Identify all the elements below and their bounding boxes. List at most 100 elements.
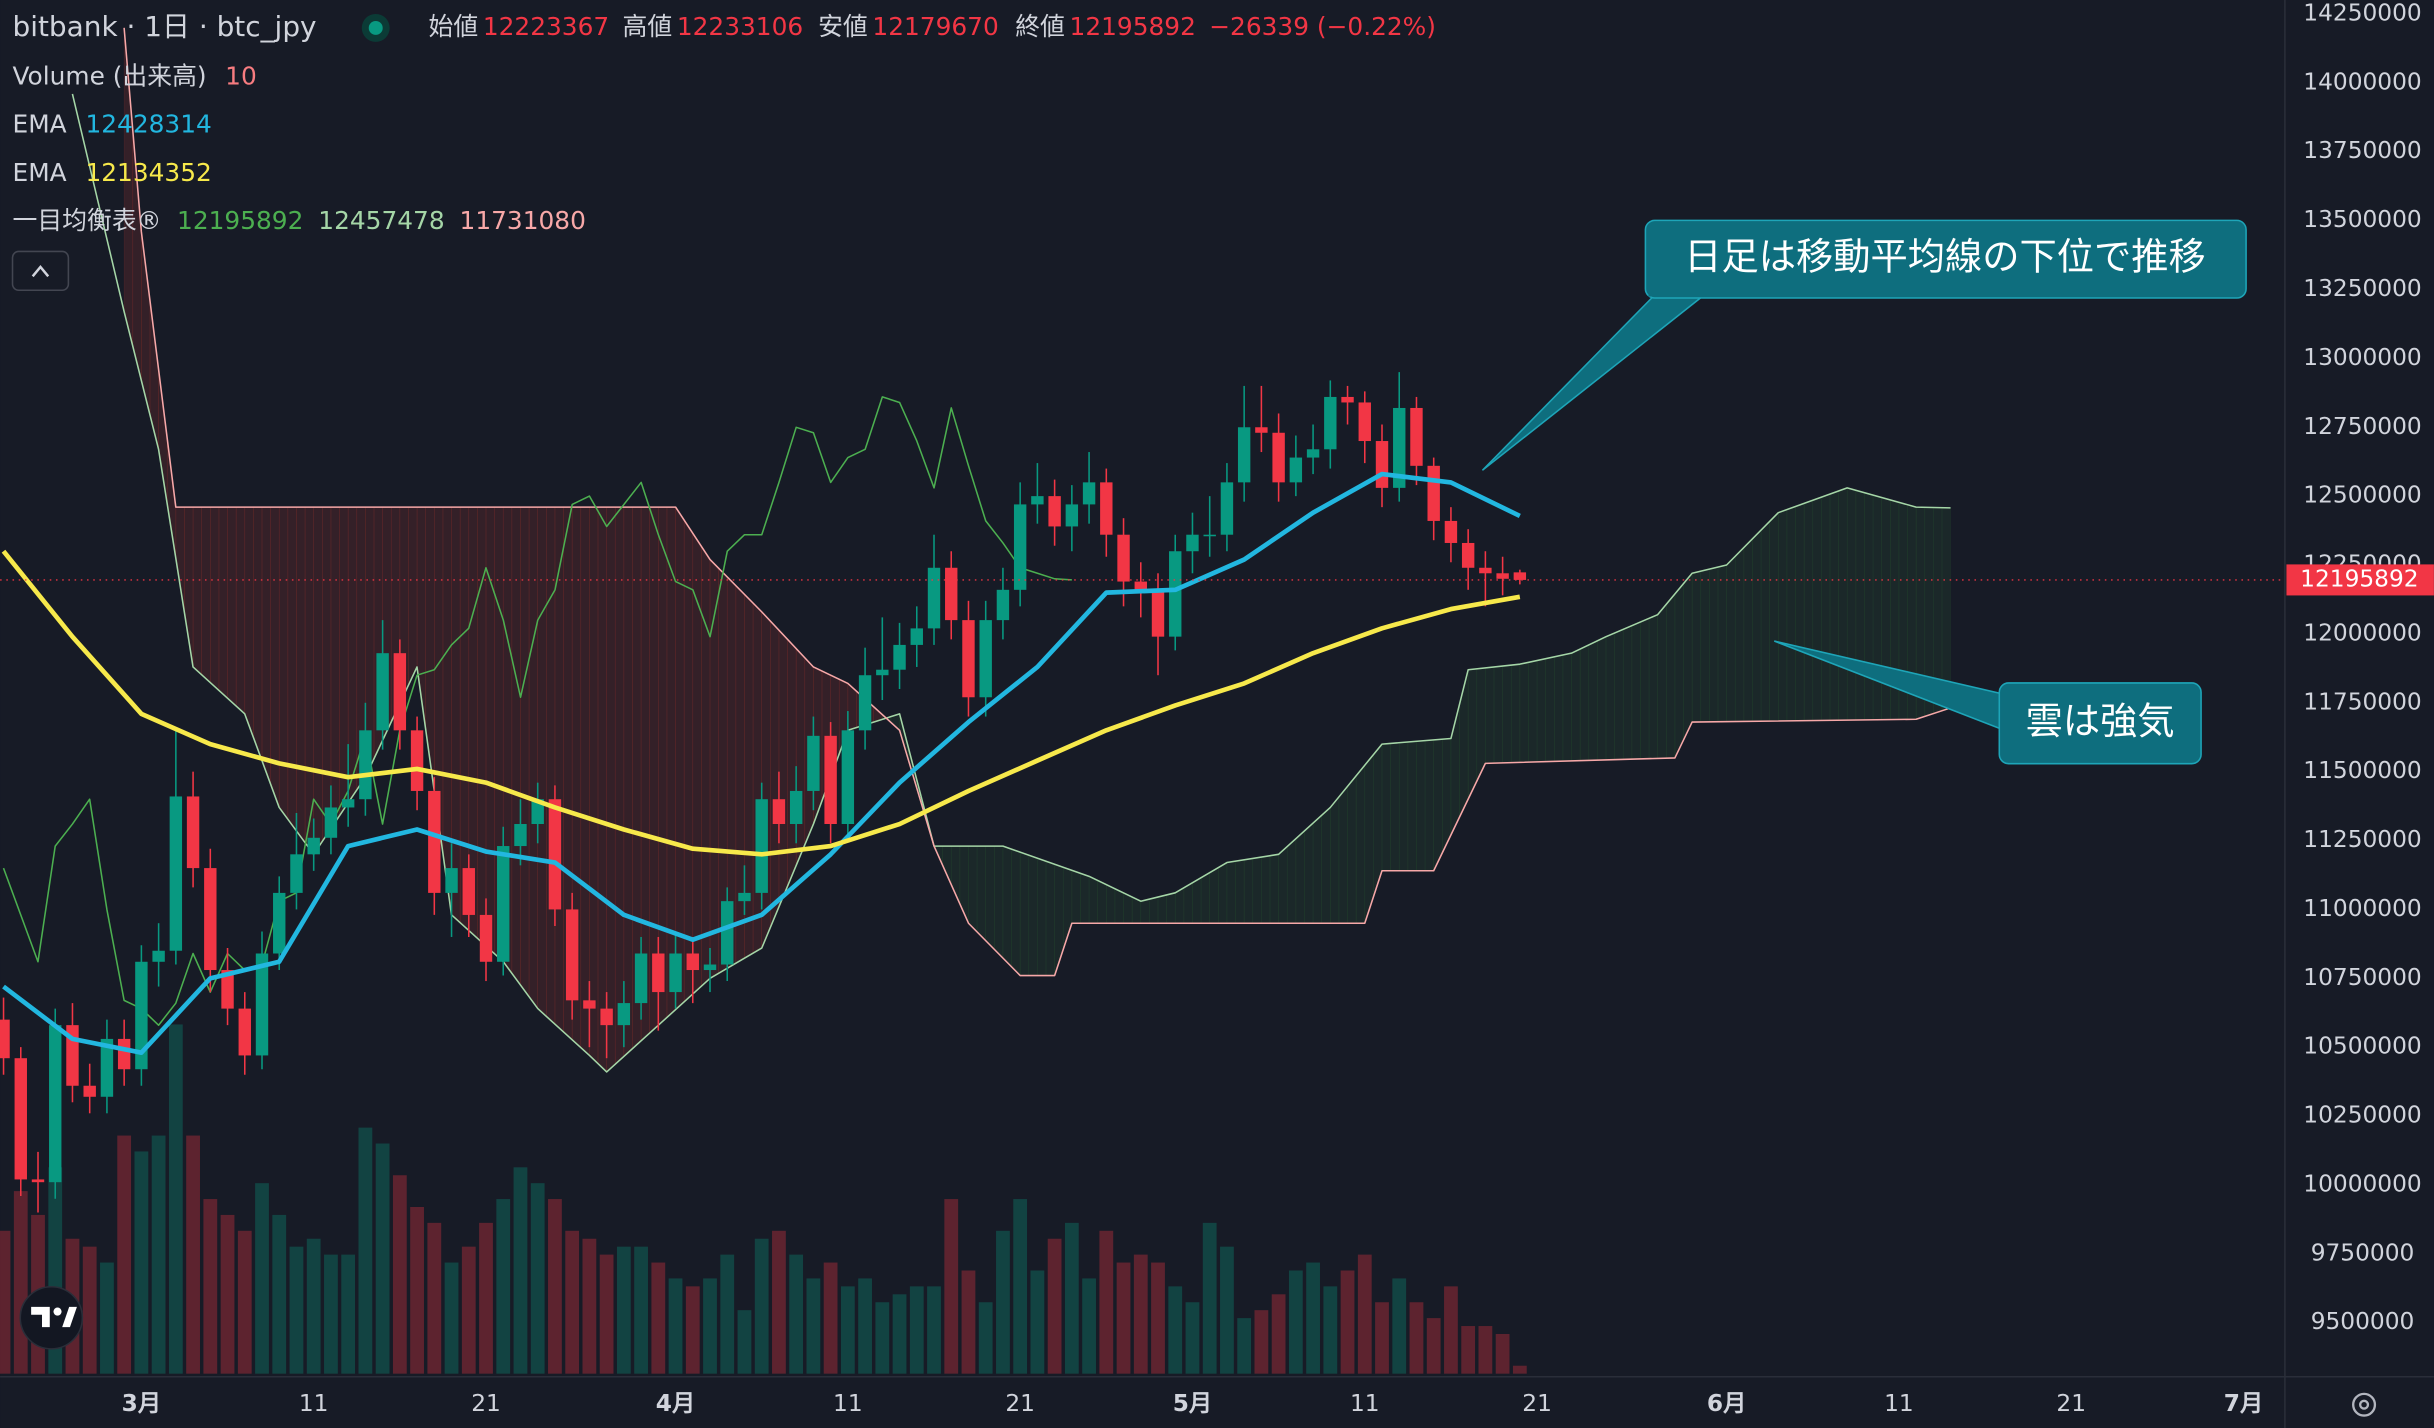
collapse-button[interactable] xyxy=(11,250,70,292)
volume-bar xyxy=(220,1214,235,1374)
volume-bar xyxy=(1288,1270,1303,1374)
candle-body xyxy=(100,1038,114,1097)
cloud-fill xyxy=(1545,656,1555,762)
cloud-fill xyxy=(1821,493,1831,721)
cloud-fill xyxy=(1355,764,1366,924)
cloud-fill xyxy=(1019,851,1030,976)
x-tick-label: 21 xyxy=(2056,1390,2086,1417)
cloud-fill xyxy=(976,845,987,942)
volume-bar xyxy=(651,1262,666,1374)
x-tick-label: 21 xyxy=(1522,1390,1552,1417)
volume-bar xyxy=(1375,1302,1389,1374)
candle-body xyxy=(169,796,183,951)
volume-bar xyxy=(1444,1286,1458,1374)
cloud-fill xyxy=(1803,499,1814,721)
candle-body xyxy=(789,790,803,825)
cloud-fill xyxy=(227,506,237,707)
x-tick-label: 4月 xyxy=(656,1390,695,1417)
cloud-fill xyxy=(1243,858,1254,924)
cloud-fill xyxy=(623,506,633,1058)
volume-bar xyxy=(134,1151,149,1374)
volume-bar xyxy=(996,1230,1010,1374)
candle-body xyxy=(1186,534,1199,552)
volume-bar xyxy=(1082,1278,1096,1374)
last-price-box xyxy=(2286,564,2434,596)
x-tick-label: 7月 xyxy=(2224,1390,2263,1417)
candle-body xyxy=(393,653,407,731)
cloud-fill xyxy=(1528,660,1538,763)
cloud-fill xyxy=(589,506,599,1065)
cloud-fill xyxy=(537,506,547,1018)
cloud-fill xyxy=(1726,555,1736,722)
cloud-fill xyxy=(1097,879,1107,924)
cloud-fill xyxy=(546,506,556,1025)
volume-bar xyxy=(1099,1230,1114,1374)
chart-title: bitbank · 1日 · btc_jpy xyxy=(13,10,317,43)
candle-body xyxy=(307,837,320,855)
volume-bar xyxy=(151,1135,166,1374)
cloud-fill xyxy=(1579,644,1590,761)
candle-body xyxy=(49,1025,62,1183)
cloud-fill xyxy=(1700,568,1710,723)
candle-body xyxy=(238,1008,251,1056)
cloud-fill xyxy=(1795,502,1805,722)
ohlc-value: 12223367 xyxy=(483,12,609,41)
candle-body xyxy=(634,953,648,1004)
volume-bar xyxy=(978,1302,993,1374)
candle-body xyxy=(290,854,303,893)
y-tick-label: 9750000 xyxy=(2311,1239,2415,1266)
cloud-fill xyxy=(1286,838,1297,924)
cloud-fill xyxy=(235,506,246,715)
cloud-fill xyxy=(1597,636,1607,761)
ohlc-value: 12179670 xyxy=(872,12,998,41)
candle-body xyxy=(152,950,165,962)
y-tick-label: 13500000 xyxy=(2303,206,2421,233)
cloud-fill xyxy=(1166,892,1176,924)
y-tick-label: 11000000 xyxy=(2303,895,2421,922)
candle-body xyxy=(31,1179,45,1183)
indicator-value: 12134352 xyxy=(85,158,211,187)
volume-bar xyxy=(1271,1294,1286,1374)
cloud-fill xyxy=(1786,506,1796,722)
volume-bar xyxy=(858,1278,872,1374)
volume-bar xyxy=(168,1024,183,1374)
candle-body xyxy=(1461,542,1475,568)
y-tick-label: 11750000 xyxy=(2303,688,2421,715)
candle-body xyxy=(1513,572,1527,580)
volume-bar xyxy=(1202,1222,1217,1374)
y-tick-label: 13750000 xyxy=(2303,137,2421,164)
cloud-fill xyxy=(1269,853,1279,924)
volume-bar xyxy=(875,1302,890,1374)
cloud-fill xyxy=(1657,603,1667,759)
candle-body xyxy=(1427,465,1440,521)
candle-body xyxy=(514,824,527,847)
volume-bar xyxy=(1030,1270,1045,1374)
cloud-fill xyxy=(1442,738,1452,854)
logo[interactable] xyxy=(19,1285,84,1350)
x-tick-label: 11 xyxy=(1884,1390,1914,1417)
settings-icon[interactable] xyxy=(2352,1392,2377,1417)
candle-body xyxy=(1272,432,1285,483)
indicator-name: 一目均衡表® xyxy=(13,206,162,235)
x-tick-label: 21 xyxy=(471,1390,501,1417)
volume-bar xyxy=(1478,1326,1493,1374)
volume-bar xyxy=(789,1254,804,1374)
cloud-fill xyxy=(1536,658,1547,763)
candle-body xyxy=(703,964,717,971)
cloud-fill xyxy=(1846,487,1857,721)
cloud-fill xyxy=(347,506,358,804)
candle-body xyxy=(341,799,355,808)
cloud-fill xyxy=(339,506,349,817)
candle-body xyxy=(583,1000,596,1009)
cloud-fill xyxy=(1717,564,1727,723)
cloud-fill xyxy=(1666,593,1676,759)
candle-body xyxy=(1255,427,1268,433)
cloud-fill xyxy=(1510,663,1521,763)
candle-body xyxy=(669,953,682,993)
candle-body xyxy=(1324,396,1337,450)
candle-body xyxy=(1151,589,1165,637)
y-tick-label: 13000000 xyxy=(2303,344,2421,371)
volume-bar xyxy=(1426,1318,1441,1374)
cloud-fill xyxy=(1829,490,1839,721)
